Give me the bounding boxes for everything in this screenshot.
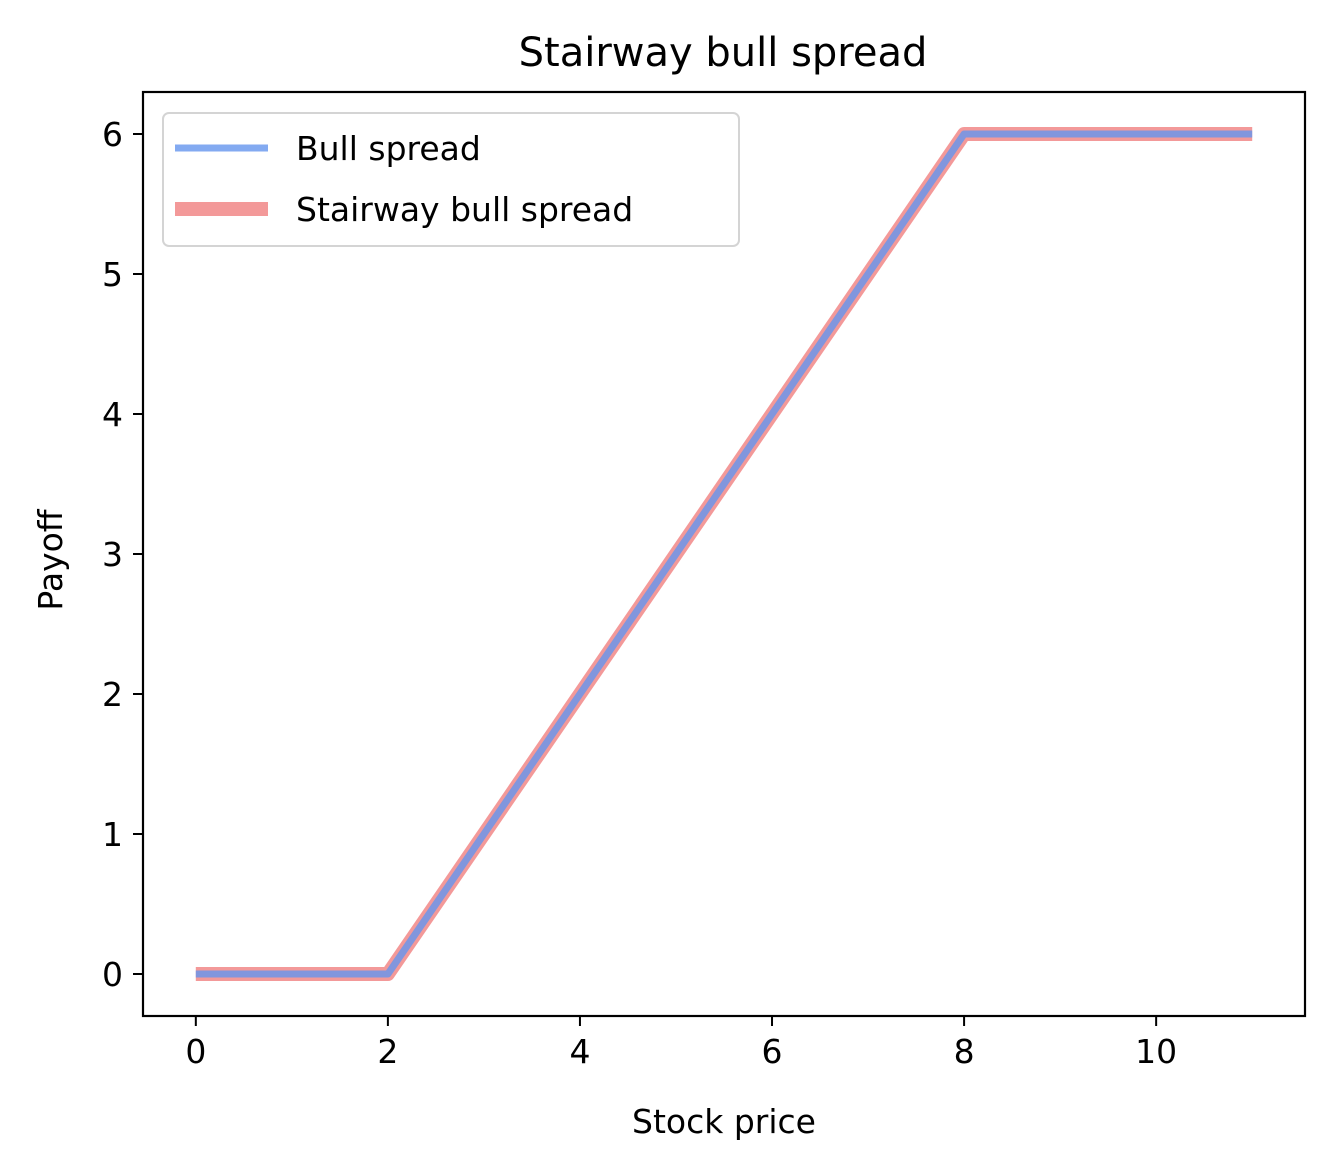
series-line-bull-spread bbox=[195, 130, 1253, 978]
legend: Bull spread Stairway bull spread bbox=[162, 112, 740, 247]
legend-label-stairway-bull-spread: Stairway bull spread bbox=[296, 190, 633, 229]
legend-label-bull-spread: Bull spread bbox=[296, 129, 481, 168]
y-axis-label: Payoff bbox=[31, 508, 70, 610]
x-tick-label: 4 bbox=[569, 1032, 590, 1071]
x-tick-label: 2 bbox=[377, 1032, 398, 1071]
y-tick-label: 6 bbox=[102, 115, 123, 154]
x-axis-ticks: 0 2 4 6 8 10 bbox=[185, 1016, 1177, 1071]
series-line-stairway-bull-spread bbox=[195, 127, 1253, 981]
y-axis-ticks: 0 1 2 3 4 5 6 bbox=[102, 115, 143, 994]
x-tick-label: 6 bbox=[762, 1032, 783, 1071]
x-tick-label: 10 bbox=[1135, 1032, 1177, 1071]
x-axis-label: Stock price bbox=[632, 1102, 816, 1141]
y-tick-label: 2 bbox=[102, 675, 123, 714]
y-tick-label: 5 bbox=[102, 255, 123, 294]
legend-box bbox=[162, 112, 740, 247]
x-tick-label: 0 bbox=[185, 1032, 206, 1071]
y-tick-label: 3 bbox=[102, 535, 123, 574]
y-tick-label: 4 bbox=[102, 395, 123, 434]
x-tick-label: 8 bbox=[954, 1032, 975, 1071]
y-tick-label: 0 bbox=[102, 955, 123, 994]
chart-title: Stairway bull spread bbox=[519, 30, 928, 76]
y-tick-label: 1 bbox=[102, 815, 123, 854]
series-layer bbox=[195, 127, 1253, 981]
